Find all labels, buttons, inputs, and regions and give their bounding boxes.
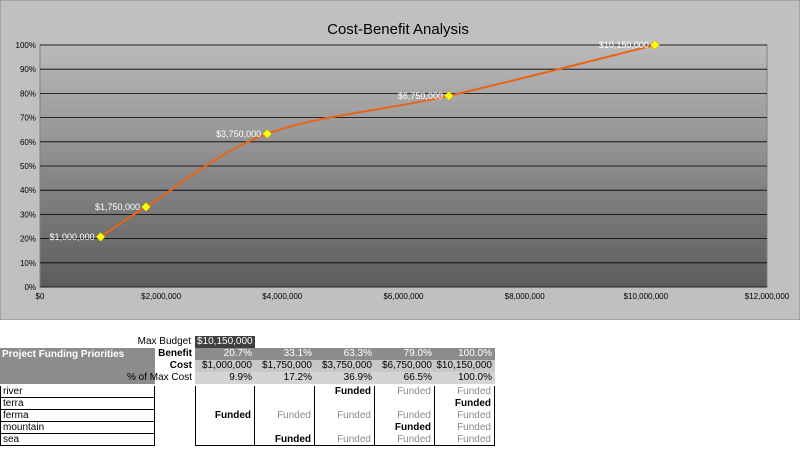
chart-title: Cost-Benefit Analysis [327, 21, 469, 38]
y-tick-label: 80% [20, 89, 36, 98]
y-axis-ticks: 0% 10% 20% 30% 40% 50% 60% 70% 80% 90% 100% [16, 41, 36, 292]
funding-cell [255, 398, 315, 410]
x-tick-label: $4,000,000 [262, 292, 303, 301]
pct-value: 100.0% [435, 372, 495, 384]
y-tick-label: 50% [20, 162, 36, 171]
benefit-label: Benefit [155, 348, 195, 360]
funding-cell [195, 398, 255, 410]
chart-svg: Cost-Benefit Analysis 0% 10% 20% 30% 40% 50% 6… [0, 0, 800, 320]
funding-cell [195, 386, 255, 398]
project-name: ferma [0, 410, 155, 422]
table-header-title: Project Funding Priorities [0, 348, 155, 384]
cost-value: $1,750,000 [255, 360, 315, 372]
data-point [444, 90, 454, 101]
funding-cell [375, 398, 435, 410]
data-label: $6,750,000 [398, 91, 443, 101]
funding-cell: Funded [375, 434, 435, 446]
funding-cell [195, 422, 255, 434]
cost-value: $3,750,000 [315, 360, 375, 372]
funding-cell: Funded [255, 410, 315, 422]
x-tick-label: $2,000,000 [141, 292, 182, 301]
data-label: $1,000,000 [50, 232, 95, 242]
pct-value: 36.9% [315, 372, 375, 384]
funding-cell: Funded [315, 410, 375, 422]
data-labels: $1,000,000 $1,750,000 $3,750,000 $6,750,000… [50, 40, 649, 242]
benefit-value: 79.0% [375, 348, 435, 360]
data-label: $3,750,000 [216, 129, 261, 139]
project-name: river [0, 386, 155, 398]
x-tick-label: $0 [36, 292, 45, 301]
funding-cell [315, 422, 375, 434]
cost-label: Cost [169, 360, 192, 371]
funding-cell: Funded [255, 434, 315, 446]
benefit-value: 63.3% [315, 348, 375, 360]
funding-cell: Funded [195, 410, 255, 422]
funding-cell: Funded [315, 434, 375, 446]
project-name: sea [0, 434, 155, 446]
y-tick-label: 0% [24, 283, 36, 292]
cost-value: $1,000,000 [195, 360, 255, 372]
funding-cell [255, 386, 315, 398]
data-label: $1,750,000 [95, 202, 140, 212]
y-tick-label: 70% [20, 114, 36, 123]
y-tick-label: 10% [20, 259, 36, 268]
funding-cell [315, 398, 375, 410]
pct-value: 9.9% [195, 372, 255, 384]
x-tick-label: $10,000,000 [624, 292, 669, 301]
x-tick-label: $8,000,000 [505, 292, 546, 301]
cost-benefit-chart: Cost-Benefit Analysis 0% 10% 20% 30% 40% 50% 6… [0, 0, 800, 320]
funding-cell: Funded [435, 422, 495, 434]
y-tick-label: 40% [20, 186, 36, 195]
cost-value: $6,750,000 [375, 360, 435, 372]
y-tick-label: 60% [20, 138, 36, 147]
benefit-value: 33.1% [255, 348, 315, 360]
funding-cell: Funded [435, 398, 495, 410]
data-points [95, 40, 660, 242]
x-axis-ticks: $0 $2,000,000 $4,000,000 $6,000,000 $8,000,0… [36, 292, 790, 301]
y-tick-label: 100% [16, 41, 36, 50]
project-name: mountain [0, 422, 155, 434]
funding-cell [195, 434, 255, 446]
project-name: terra [0, 398, 155, 410]
x-tick-label: $6,000,000 [383, 292, 424, 301]
y-tick-label: 20% [20, 235, 36, 244]
pct-label: % of Max Cost [126, 372, 192, 383]
benefit-value: 20.7% [195, 348, 255, 360]
data-point [141, 202, 151, 212]
data-point [95, 232, 106, 242]
funding-cell: Funded [435, 386, 495, 398]
data-point [650, 40, 660, 50]
funding-cell: Funded [435, 434, 495, 446]
x-tick-label: $12,000,000 [745, 292, 790, 301]
gridlines [40, 44, 767, 288]
funding-cell [255, 422, 315, 434]
max-budget-label: Max Budget [137, 336, 191, 347]
data-label: $10,150,000 [599, 40, 649, 50]
max-budget-value: $10,150,000 [195, 336, 255, 348]
y-tick-label: 90% [20, 65, 36, 74]
funding-cell: Funded [315, 386, 375, 398]
funding-cell: Funded [375, 410, 435, 422]
cost-value: $10,150,000 [435, 360, 495, 372]
funding-cell: Funded [435, 410, 495, 422]
funding-cell: Funded [375, 386, 435, 398]
benefit-value: 100.0% [435, 348, 495, 360]
pct-value: 17.2% [255, 372, 315, 384]
data-point [262, 128, 273, 139]
pct-value: 66.5% [375, 372, 435, 384]
funding-cell: Funded [375, 422, 435, 434]
y-tick-label: 30% [20, 210, 36, 219]
